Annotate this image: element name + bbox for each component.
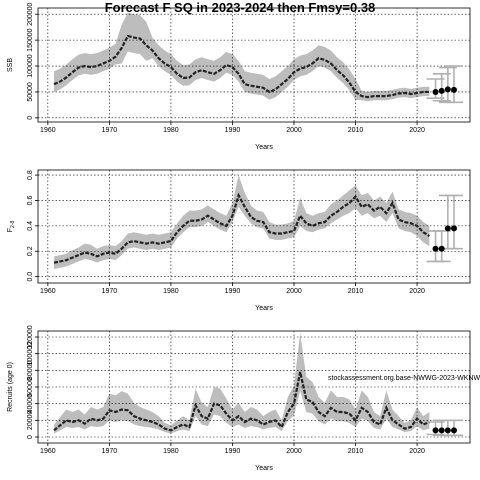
y-axis-label: SSB bbox=[7, 58, 14, 72]
y-tick-label: 80000 bbox=[27, 360, 34, 380]
x-tick-label: 1960 bbox=[40, 288, 56, 295]
chart-title: Forecast F SQ in 2023-2024 then Fmsy=0.3… bbox=[105, 0, 376, 15]
y-axis-label-main: F bbox=[7, 228, 14, 232]
x-tick-label: 1980 bbox=[163, 127, 179, 134]
y-tick-label: 50000 bbox=[27, 82, 34, 102]
annotation: stockassessment.org.base-NWWG-2023-WKNWR… bbox=[328, 375, 480, 382]
x-axis-label: Years bbox=[255, 465, 273, 472]
y-tick-label: 100000 bbox=[27, 342, 34, 365]
y-tick-label: 100000 bbox=[27, 54, 34, 77]
y-tick-label: 0 bbox=[27, 116, 34, 120]
x-tick-label: 1990 bbox=[225, 288, 241, 295]
y-tick-label: 0.8 bbox=[27, 170, 34, 180]
x-tick-label: 2000 bbox=[286, 448, 302, 455]
plot-frame bbox=[37, 7, 471, 123]
y-tick-label: 20000 bbox=[27, 410, 34, 430]
x-axis-label: Years bbox=[255, 305, 273, 312]
confidence-band bbox=[54, 332, 430, 434]
x-tick-label: 1990 bbox=[225, 448, 241, 455]
forecast-point bbox=[451, 86, 457, 93]
x-tick-label: 2020 bbox=[409, 288, 425, 295]
forecast-point bbox=[432, 427, 439, 434]
y-tick-label: 120000 bbox=[27, 325, 34, 348]
estimate-line bbox=[53, 192, 430, 264]
forecast-point bbox=[444, 225, 451, 232]
forecast-point bbox=[438, 427, 445, 434]
forecast-point bbox=[432, 245, 439, 252]
y-axis-label-sub: 2-8 bbox=[10, 221, 16, 228]
estimate-line bbox=[53, 34, 430, 99]
y-axis-label-main: Recruits (age 0) bbox=[7, 362, 14, 412]
y-axis-label-main: SSB bbox=[7, 58, 14, 72]
x-tick-label: 1980 bbox=[163, 288, 179, 295]
forecast-point bbox=[451, 225, 457, 232]
y-axis-label: Recruits (age 0) bbox=[7, 362, 14, 412]
y-tick-label: 0 bbox=[27, 435, 34, 439]
y-tick-label: 60000 bbox=[27, 377, 34, 397]
forecast-point bbox=[432, 88, 439, 95]
y-tick-label: 0.6 bbox=[27, 196, 34, 206]
estimate-line bbox=[53, 371, 430, 432]
x-tick-label: 1970 bbox=[102, 448, 118, 455]
x-tick-label: 2020 bbox=[409, 448, 425, 455]
x-tick-label: 1970 bbox=[102, 127, 118, 134]
x-tick-label: 2000 bbox=[286, 127, 302, 134]
y-tick-label: 200000 bbox=[27, 2, 34, 25]
x-tick-label: 1970 bbox=[102, 288, 118, 295]
y-tick-label: 40000 bbox=[27, 394, 34, 414]
forecast-point bbox=[451, 427, 457, 434]
forecast-point bbox=[444, 427, 451, 434]
y-tick-label: 0.4 bbox=[27, 221, 34, 231]
x-tick-label: 2020 bbox=[409, 127, 425, 134]
y-tick-label: 0.0 bbox=[27, 272, 34, 282]
forecast-point bbox=[444, 86, 451, 93]
x-axis-label: Years bbox=[255, 144, 273, 151]
x-tick-label: 1980 bbox=[163, 448, 179, 455]
y-tick-label: 150000 bbox=[27, 28, 34, 51]
plot-frame bbox=[37, 169, 471, 284]
y-axis-label: F2-8 bbox=[7, 221, 16, 233]
x-tick-label: 1960 bbox=[40, 448, 56, 455]
x-tick-label: 1960 bbox=[40, 127, 56, 134]
confidence-band bbox=[54, 175, 430, 270]
x-tick-label: 2010 bbox=[348, 127, 364, 134]
x-tick-label: 1990 bbox=[225, 127, 241, 134]
x-tick-label: 2010 bbox=[348, 448, 364, 455]
y-tick-label: 0.2 bbox=[27, 246, 34, 256]
forecast-point bbox=[438, 245, 445, 252]
x-tick-label: 2000 bbox=[286, 288, 302, 295]
x-tick-label: 2010 bbox=[348, 288, 364, 295]
confidence-band bbox=[54, 12, 430, 102]
forecast-point bbox=[438, 87, 445, 94]
